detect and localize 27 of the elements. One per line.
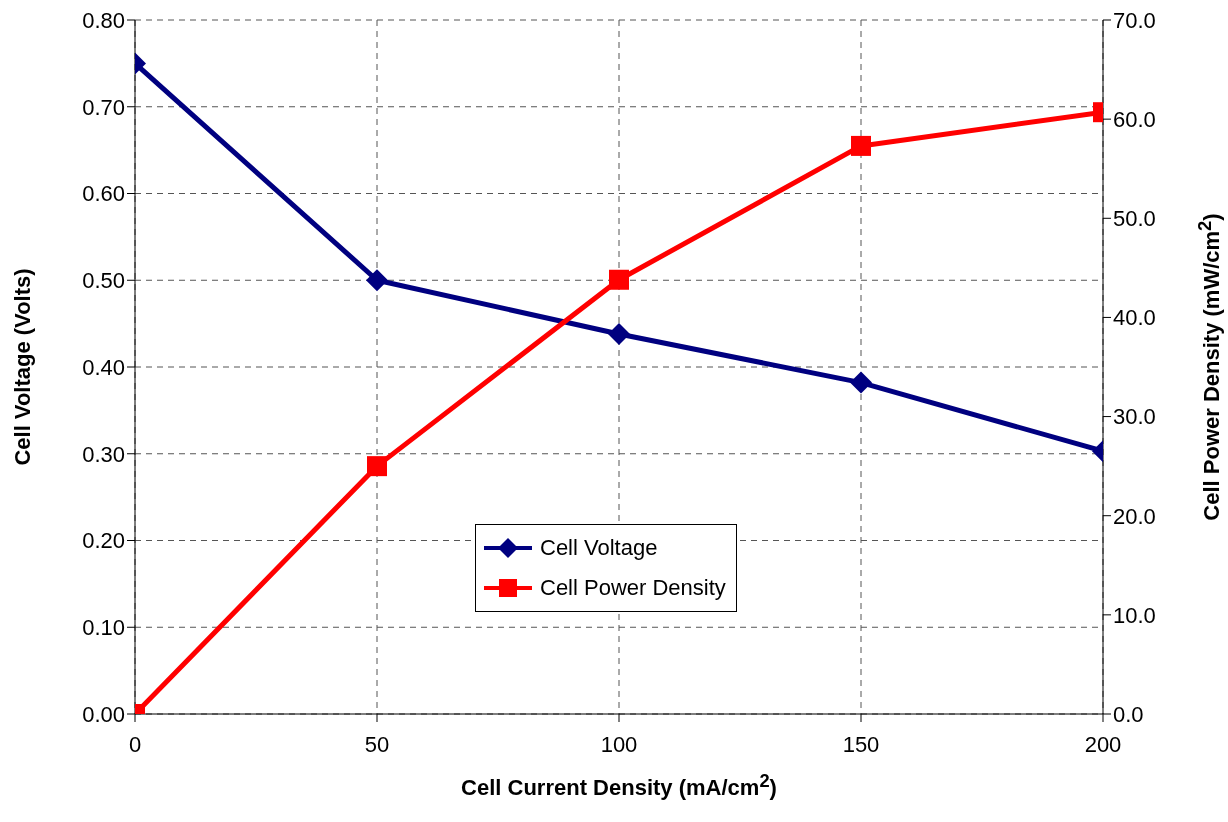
y2-tick-label: 50.0 — [1113, 206, 1156, 232]
y-tick-label: 0.20 — [82, 528, 125, 554]
legend-label: Cell Power Density — [540, 575, 726, 601]
y2-tick-label: 10.0 — [1113, 602, 1156, 628]
x-tick-label: 150 — [842, 731, 880, 757]
x-tick-label: 100 — [600, 731, 638, 757]
y-axis-title: Cell Voltage (Volts) — [10, 267, 36, 468]
x-tick-label: 0 — [128, 731, 142, 757]
y2-tick-label: 60.0 — [1113, 106, 1156, 132]
y2-tick-label: 30.0 — [1113, 404, 1156, 430]
y-tick-label: 0.30 — [82, 441, 125, 467]
x-tick-label: 50 — [364, 731, 390, 757]
y-tick-label: 0.80 — [82, 7, 125, 33]
legend-label: Cell Voltage — [540, 535, 658, 561]
y-tick-label: 0.60 — [82, 181, 125, 207]
y-tick-label: 0.70 — [82, 94, 125, 120]
y-tick-label: 0.40 — [82, 354, 125, 380]
x-axis-title: Cell Current Density (mA/cm$^{2}$) — [460, 770, 778, 802]
y2-tick-label: 20.0 — [1113, 503, 1156, 529]
point — [608, 323, 630, 346]
y2-tick-label: 70.0 — [1113, 7, 1156, 33]
y2-tick-label: 40.0 — [1113, 305, 1156, 331]
y2-tick-label: 0.0 — [1113, 701, 1144, 727]
y-tick-label: 0.50 — [82, 268, 125, 294]
y-tick-label: 0.00 — [82, 701, 125, 727]
x-tick-label: 200 — [1084, 731, 1122, 757]
y-tick-label: 0.10 — [82, 615, 125, 641]
